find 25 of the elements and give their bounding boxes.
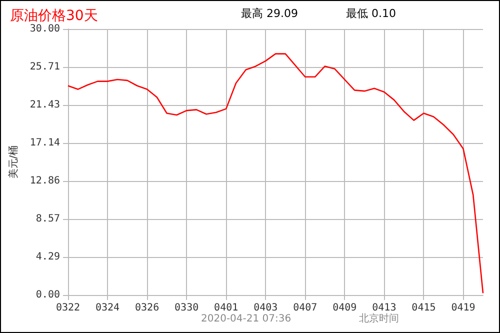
y-tick-label: 21.43 — [30, 99, 60, 110]
x-tick-label: 0419 — [451, 302, 476, 314]
x-tick-label: 0407 — [293, 302, 318, 314]
x-tick-label: 0403 — [254, 302, 278, 314]
x-tick-label: 0401 — [214, 302, 238, 314]
y-tick-label: 8.57 — [36, 214, 60, 225]
y-tick-label: 30.00 — [30, 24, 60, 34]
y-tick-label: 0.00 — [36, 290, 60, 300]
x-tick-label: 0330 — [174, 302, 199, 314]
x-tick-label: 0413 — [372, 302, 396, 314]
x-tick-label: 0326 — [135, 302, 160, 314]
x-tick-label: 0324 — [95, 302, 120, 314]
y-axis-title: 美元/桶 — [8, 145, 20, 179]
y-tick-label: 17.14 — [30, 138, 60, 149]
text: 最低 0.10 — [346, 7, 396, 20]
x-tick-label: 0322 — [56, 302, 80, 314]
text: 北京时间 — [359, 312, 399, 324]
y-tick-label: 4.29 — [36, 251, 60, 262]
chart-title: 原油价格30天 — [10, 8, 98, 24]
y-tick-label: 12.86 — [30, 175, 60, 186]
text: 最高 29.09 — [241, 7, 298, 20]
x-tick-label: 0409 — [332, 302, 357, 314]
x-tick-label: 0415 — [412, 302, 436, 314]
y-tick-label: 25.71 — [30, 62, 60, 73]
text: 2020-04-21 07:36 — [201, 314, 292, 324]
